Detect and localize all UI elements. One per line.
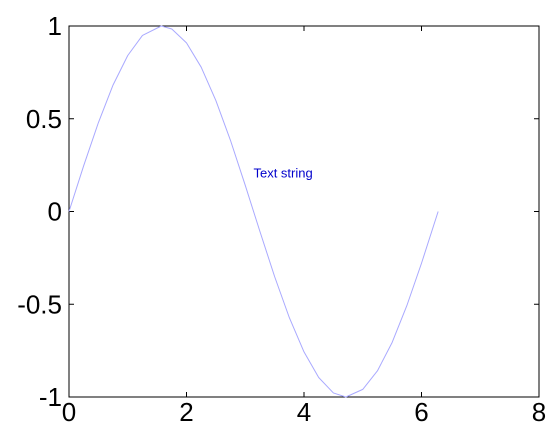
y-tick-label: 0 <box>48 197 62 227</box>
y-tick-label: 1 <box>48 11 62 41</box>
tick-marks <box>68 25 540 398</box>
x-tick-label: 8 <box>532 397 546 427</box>
annotations: Text string <box>253 166 312 181</box>
annotation-text: Text string <box>253 166 312 181</box>
y-tick-label: -0.5 <box>17 289 62 319</box>
data-series <box>68 25 439 398</box>
x-tick-label: 0 <box>62 397 76 427</box>
x-tick-label: 4 <box>297 397 311 427</box>
x-tick-labels: 0 2 4 6 8 <box>62 397 546 427</box>
y-tick-label: 0.5 <box>26 104 62 134</box>
x-tick-label: 2 <box>179 397 193 427</box>
axes-frame <box>68 25 540 398</box>
y-tick-labels: -1 -0.5 0 0.5 1 <box>17 11 62 412</box>
series-line <box>68 25 439 398</box>
x-tick-label: 6 <box>414 397 428 427</box>
y-tick-label: -1 <box>39 382 62 412</box>
